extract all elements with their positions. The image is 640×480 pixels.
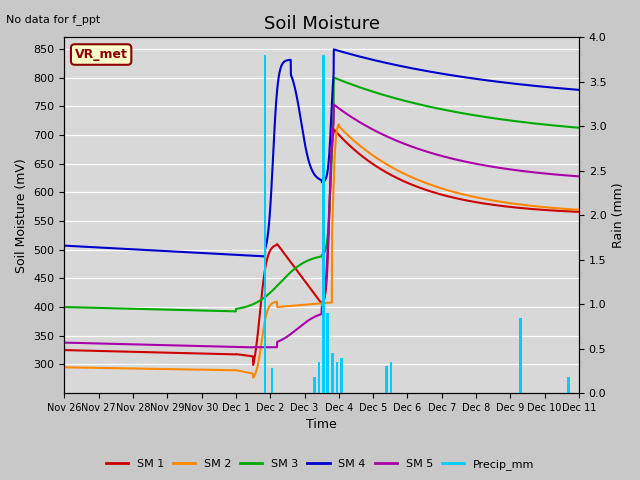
Bar	[567, 377, 570, 393]
Bar	[332, 353, 334, 393]
Bar	[322, 55, 324, 393]
Bar	[314, 377, 316, 393]
Text: No data for f_ppt: No data for f_ppt	[6, 14, 100, 25]
Bar	[271, 368, 273, 393]
Y-axis label: Soil Moisture (mV): Soil Moisture (mV)	[15, 158, 28, 273]
Bar	[326, 313, 329, 393]
Bar	[519, 317, 522, 393]
Bar	[317, 362, 320, 393]
Bar	[336, 362, 339, 393]
Text: VR_met: VR_met	[75, 48, 127, 61]
Bar	[385, 366, 388, 393]
Title: Soil Moisture: Soil Moisture	[264, 15, 380, 33]
Bar	[390, 362, 392, 393]
Y-axis label: Rain (mm): Rain (mm)	[612, 182, 625, 248]
Bar	[340, 358, 343, 393]
Legend: SM 1, SM 2, SM 3, SM 4, SM 5, Precip_mm: SM 1, SM 2, SM 3, SM 4, SM 5, Precip_mm	[101, 455, 539, 474]
X-axis label: Time: Time	[307, 419, 337, 432]
Bar	[264, 55, 266, 393]
